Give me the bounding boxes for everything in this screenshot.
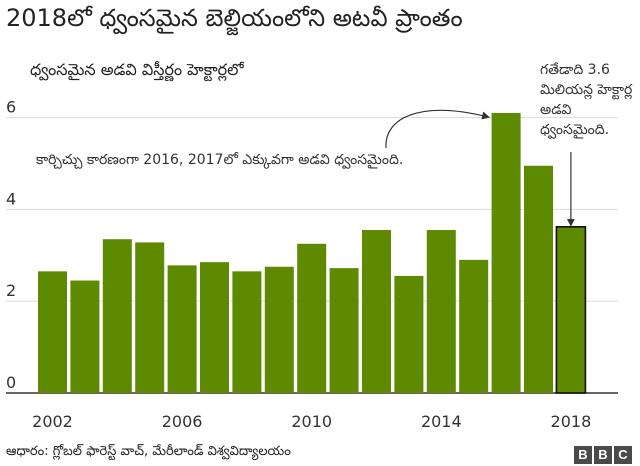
source-note: ఆధారం: గ్లోబల్ ఫారెస్ట్ వాచ్, మేరీలాండ్ … xyxy=(6,444,291,459)
bar-2016 xyxy=(491,112,521,394)
bar-2012 xyxy=(362,230,391,393)
bar-chart: 0 2 4 6 2002 2006 2010 2014 2018 xyxy=(6,98,618,431)
bar-2017 xyxy=(524,165,553,393)
y-tick-label: 0 xyxy=(6,373,16,392)
logo-letter: B xyxy=(574,446,592,464)
bar-2009 xyxy=(264,266,294,393)
bar-2018 xyxy=(555,226,587,394)
bar-2003 xyxy=(70,280,100,393)
bar-2008 xyxy=(232,271,262,393)
bar-2002 xyxy=(38,271,67,393)
bar-2005 xyxy=(135,242,165,393)
y-tick-label: 4 xyxy=(6,189,16,208)
chart-title: 2018లో ధ్వంసమైన బెల్జియంలోని అటవీ ప్రాంత… xyxy=(6,4,463,32)
chart-subtitle: ధ్వంసమైన అడవి విస్తీర్ణం హెక్టార్లలో xyxy=(30,60,244,79)
x-tick-label: 2010 xyxy=(291,412,332,431)
x-tick-label: 2014 xyxy=(421,412,462,431)
y-tick-label: 6 xyxy=(6,98,16,117)
bar-2004 xyxy=(102,239,132,393)
y-tick-label: 2 xyxy=(6,281,16,300)
bbc-logo: B B C xyxy=(574,446,632,464)
x-tick-label: 2018 xyxy=(551,412,592,431)
bar-2015 xyxy=(459,259,489,393)
bar-2006 xyxy=(167,265,197,393)
bar-2013 xyxy=(394,275,424,393)
annotation-last-year: గతేడాది 3.6 మిలియన్ల హెక్టార్ల అడవి ధ్వం… xyxy=(540,62,633,138)
x-tick-label: 2002 xyxy=(32,412,73,431)
bar-2007 xyxy=(200,262,229,393)
logo-letter: B xyxy=(594,446,612,464)
bar-2010 xyxy=(297,243,327,393)
arrow-fires xyxy=(385,109,491,149)
bar-2014 xyxy=(426,230,456,393)
x-tick-label: 2006 xyxy=(162,412,203,431)
bar-2011 xyxy=(329,268,359,393)
logo-letter: C xyxy=(614,446,632,464)
annotation-fires: కార్చిచ్చు కారణంగా 2016, 2017లో ఎక్కువగా… xyxy=(36,152,404,168)
